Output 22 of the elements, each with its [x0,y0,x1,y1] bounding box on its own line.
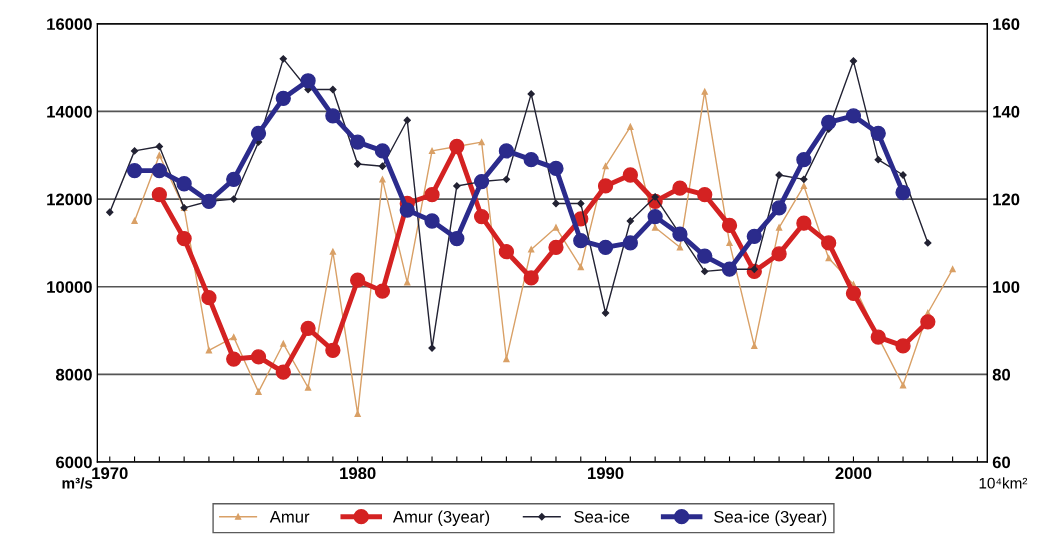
legend-label: Sea-ice [574,510,630,523]
y2-tick-label: 80 [992,368,1011,381]
y2-axis-title: 10⁴km² [979,477,1028,489]
x-tick-label: 1990 [588,467,624,480]
y-axis-title: m³/s [62,477,93,489]
y2-tick-label: 100 [993,281,1020,293]
y-tick-label: 10000 [47,281,92,293]
x-tick-label: 1980 [340,467,376,480]
y-tick-label: 16000 [47,18,92,31]
y2-tick-label: 120 [993,193,1020,206]
y-tick-label: 14000 [47,105,92,118]
y2-tick-label: 60 [992,456,1011,469]
legend-label: Amur (3year) [392,510,490,526]
y-tick-label: 12000 [47,193,92,206]
y2-tick-label: 160 [993,18,1020,31]
x-tick-label: 2000 [835,467,872,480]
y-tick-label: 6000 [56,456,92,469]
y-tick-label: 8000 [55,368,92,381]
y2-tick-label: 140 [993,105,1020,118]
legend-label: Amur [269,511,310,523]
legend-label: Sea-ice (3year) [714,510,827,526]
x-tick-label: 1970 [92,467,128,480]
